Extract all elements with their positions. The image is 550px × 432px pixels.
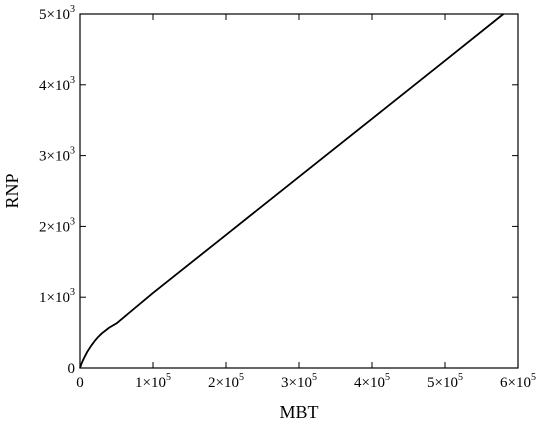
x-tick-label: 4×105 — [354, 372, 390, 391]
plot-frame — [79, 13, 519, 369]
y-axis-title: RNP — [2, 173, 22, 208]
x-tick-exponent: 5 — [531, 372, 536, 383]
y-tick-label: 4×103 — [39, 75, 75, 94]
x-tick-label: 0 — [76, 375, 84, 391]
x-axis-title: MBT — [279, 402, 318, 422]
x-tick-label: 1×105 — [135, 372, 171, 391]
x-tick-mantissa: 0 — [76, 375, 84, 391]
y-tick-exponent: 3 — [70, 75, 75, 86]
x-tick-label: 5×105 — [427, 372, 463, 391]
x-tick-exponent: 5 — [458, 372, 463, 383]
y-tick-label: 5×103 — [39, 4, 75, 23]
y-tick-mantissa: 1×10 — [39, 290, 70, 306]
x-tick-exponent: 5 — [312, 372, 317, 383]
y-tick-label: 2×103 — [39, 216, 75, 235]
x-tick-mantissa: 1×10 — [135, 375, 166, 391]
x-tick-label: 3×105 — [281, 372, 317, 391]
y-tick-mantissa: 0 — [68, 361, 76, 377]
y-tick-label: 0 — [68, 361, 76, 377]
y-tick-label: 3×103 — [39, 146, 75, 165]
axis-ticks — [79, 13, 519, 369]
y-tick-mantissa: 5×10 — [39, 7, 70, 23]
y-tick-exponent: 3 — [70, 216, 75, 227]
x-tick-mantissa: 5×10 — [427, 375, 458, 391]
x-tick-mantissa: 2×10 — [208, 375, 239, 391]
y-tick-mantissa: 4×10 — [39, 78, 70, 94]
y-tick-exponent: 3 — [70, 287, 75, 298]
y-tick-mantissa: 2×10 — [39, 219, 70, 235]
y-tick-mantissa: 3×10 — [39, 149, 70, 165]
x-tick-exponent: 5 — [166, 372, 171, 383]
y-tick-label: 1×103 — [39, 287, 75, 306]
y-tick-exponent: 3 — [70, 146, 75, 157]
x-tick-exponent: 5 — [385, 372, 390, 383]
x-tick-mantissa: 4×10 — [354, 375, 385, 391]
series-line — [79, 13, 504, 369]
x-tick-exponent: 5 — [239, 372, 244, 383]
x-tick-label: 6×105 — [500, 372, 536, 391]
x-tick-mantissa: 3×10 — [281, 375, 312, 391]
x-tick-mantissa: 6×10 — [500, 375, 531, 391]
x-tick-label: 2×105 — [208, 372, 244, 391]
tick-labels: 0 1×105 2×105 3×105 4×105 5×105 6×10501×1032×1… — [39, 4, 536, 391]
chart-marks — [79, 13, 504, 369]
y-tick-exponent: 3 — [70, 4, 75, 15]
